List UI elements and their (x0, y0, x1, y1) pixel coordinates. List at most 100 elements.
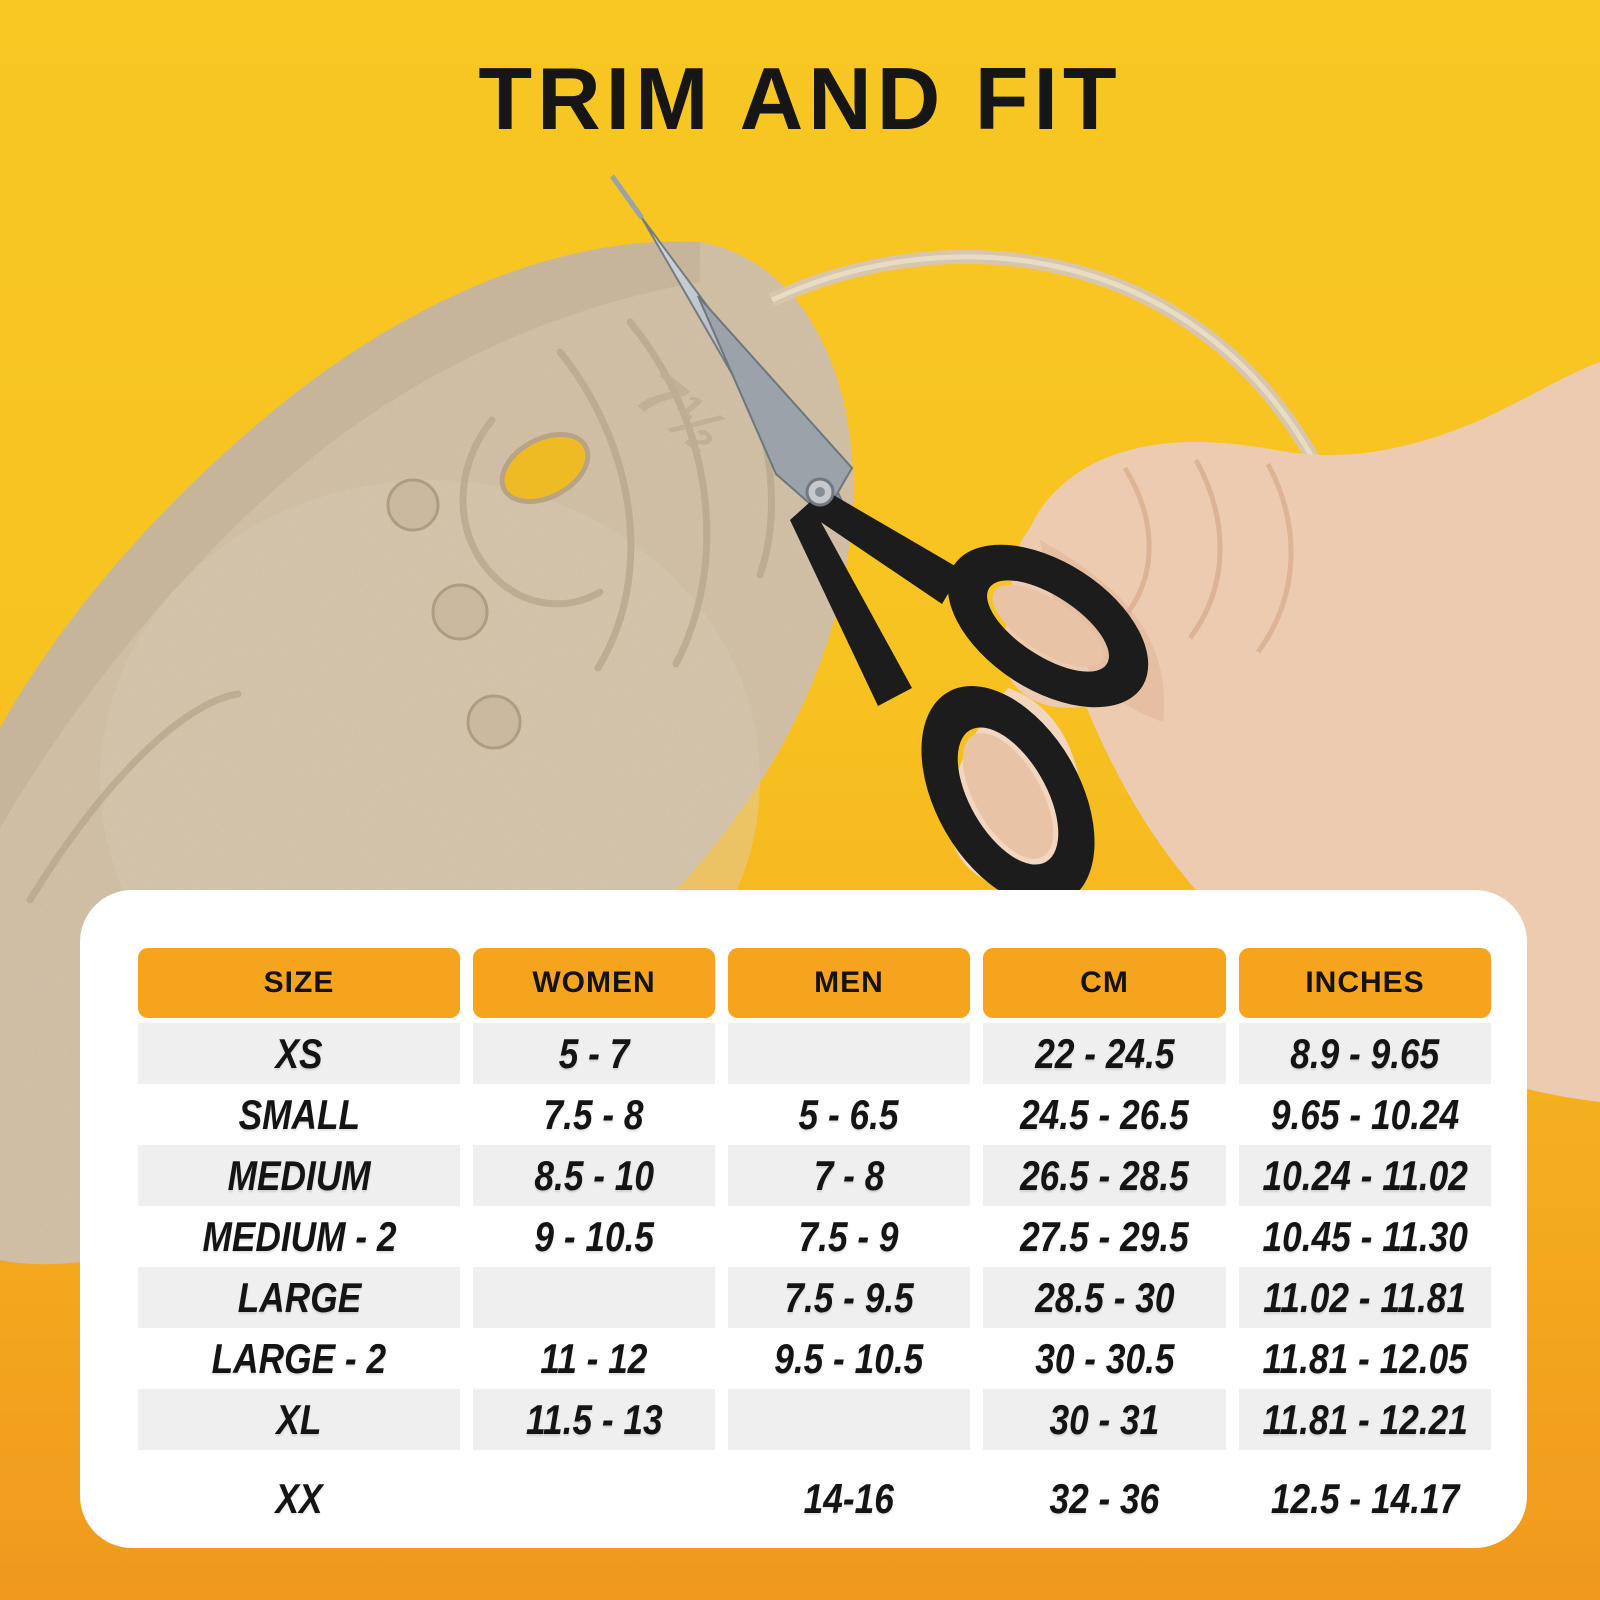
cell-value: 11.5 - 13 (525, 1395, 663, 1443)
cell-value: 9.65 - 10.24 (1270, 1090, 1460, 1138)
cell-cm: 26.5 - 28.5 (983, 1145, 1226, 1206)
cell-cm: 30 - 30.5 (983, 1328, 1226, 1389)
cell-value: MEDIUM (227, 1151, 371, 1199)
size-chart-body: XS 5 - 7 22 - 24.5 8.9 - 9.65 SMALL 7.5 - 8 5 … (138, 1023, 1491, 1547)
page-title: TRIM AND FIT (478, 49, 1122, 148)
cell-value: 7.5 - 8 (543, 1090, 645, 1138)
cell-cm: 24.5 - 26.5 (983, 1084, 1226, 1145)
index-finger (992, 584, 1104, 668)
cell-inches: 9.65 - 10.24 (1239, 1084, 1491, 1145)
insole-hole (499, 432, 591, 504)
scissor-handles (790, 486, 1149, 906)
cell-inches: 10.24 - 11.02 (1239, 1145, 1491, 1206)
cell-cm: 22 - 24.5 (983, 1023, 1226, 1084)
cell-value: 9.5 - 10.5 (774, 1334, 924, 1382)
cell-value: 26.5 - 28.5 (1020, 1151, 1189, 1199)
cell-cm: 27.5 - 29.5 (983, 1206, 1226, 1267)
cell-men (728, 1389, 970, 1450)
cell-size: MEDIUM - 2 (138, 1206, 460, 1267)
cell-value: 11 - 12 (540, 1334, 648, 1382)
cell-inches: 11.02 - 11.81 (1239, 1267, 1491, 1328)
cell-value: 28.5 - 30 (1034, 1273, 1175, 1321)
scissors (609, 174, 1149, 906)
cell-value: 7.5 - 9.5 (784, 1273, 914, 1321)
cell-women: 8.5 - 10 (473, 1145, 715, 1206)
table-row: LARGE - 2 11 - 12 9.5 - 10.5 30 - 30.5 11.81… (138, 1328, 1491, 1389)
cell-women: 11.5 - 13 (473, 1389, 715, 1450)
table-row: XL 11.5 - 13 30 - 31 11.81 - 12.21 (138, 1389, 1491, 1450)
cell-value: 11.81 - 12.21 (1262, 1395, 1468, 1443)
cell-value: 30 - 31 (1049, 1395, 1160, 1443)
cell-value: 7.5 - 9 (798, 1212, 900, 1260)
cell-inches: 11.81 - 12.05 (1239, 1328, 1491, 1389)
size-chart-table: SIZE WOMEN MEN CM INCHES XS 5 - 7 22 - 24.… (138, 948, 1491, 1547)
cell-value: 5 - 7 (558, 1029, 630, 1077)
cell-size: SMALL (138, 1084, 460, 1145)
cell-cm: 32 - 36 (983, 1450, 1226, 1547)
cell-inches: 12.5 - 14.17 (1239, 1450, 1491, 1547)
column-header-men: MEN (728, 948, 970, 1018)
table-row: XS 5 - 7 22 - 24.5 8.9 - 9.65 (138, 1023, 1491, 1084)
cell-value: 11.02 - 11.81 (1263, 1273, 1467, 1321)
cell-men: 14-16 (728, 1450, 970, 1547)
cell-women: 7.5 - 8 (473, 1084, 715, 1145)
cell-value: 10.45 - 11.30 (1262, 1212, 1468, 1260)
cell-value: 14-16 (803, 1474, 895, 1522)
table-row: MEDIUM - 2 9 - 10.5 7.5 - 9 27.5 - 29.5 10.4… (138, 1206, 1491, 1267)
cell-cm: 28.5 - 30 (983, 1267, 1226, 1328)
column-header-women: WOMEN (473, 948, 715, 1018)
column-header-inches: INCHES (1239, 948, 1491, 1018)
cell-size: XS (138, 1023, 460, 1084)
cell-value: 12.5 - 14.17 (1270, 1474, 1460, 1522)
cell-inches: 8.9 - 9.65 (1239, 1023, 1491, 1084)
cell-value: 30 - 30.5 (1034, 1334, 1175, 1382)
cell-value: 11.81 - 12.05 (1262, 1334, 1468, 1382)
cell-men: 7.5 - 9 (728, 1206, 970, 1267)
cell-size: LARGE (138, 1267, 460, 1328)
cell-size: XX (138, 1450, 460, 1547)
cell-women (473, 1450, 715, 1547)
cell-value: 5 - 6.5 (798, 1090, 900, 1138)
column-header-size: SIZE (138, 948, 460, 1018)
cell-value: 8.9 - 9.65 (1290, 1029, 1440, 1077)
table-row: XX 14-16 32 - 36 12.5 - 14.17 (138, 1450, 1491, 1547)
cell-women: 5 - 7 (473, 1023, 715, 1084)
cell-value: XS (275, 1029, 323, 1077)
cell-men (728, 1023, 970, 1084)
cell-women (473, 1267, 715, 1328)
column-header-cm: CM (983, 948, 1226, 1018)
cell-value: 22 - 24.5 (1034, 1029, 1175, 1077)
cell-inches: 11.81 - 12.21 (1239, 1389, 1491, 1450)
cell-men: 7.5 - 9.5 (728, 1267, 970, 1328)
cell-value: 32 - 36 (1049, 1474, 1160, 1522)
cell-value: MEDIUM - 2 (201, 1212, 397, 1260)
cell-size: XL (138, 1389, 460, 1450)
cell-value: 10.24 - 11.02 (1262, 1151, 1468, 1199)
cell-men: 9.5 - 10.5 (728, 1328, 970, 1389)
cell-value: 27.5 - 29.5 (1020, 1212, 1189, 1260)
cell-value: XL (276, 1395, 322, 1443)
cell-women: 11 - 12 (473, 1328, 715, 1389)
cell-value: XX (275, 1474, 323, 1522)
cell-women: 9 - 10.5 (473, 1206, 715, 1267)
cell-size: LARGE - 2 (138, 1328, 460, 1389)
cell-value: 9 - 10.5 (534, 1212, 654, 1260)
size-chart-card: SIZE WOMEN MEN CM INCHES XS 5 - 7 22 - 24.… (80, 890, 1527, 1548)
table-row: SMALL 7.5 - 8 5 - 6.5 24.5 - 26.5 9.65 - 10.… (138, 1084, 1491, 1145)
table-row: LARGE 7.5 - 9.5 28.5 - 30 11.02 - 11.81 (138, 1267, 1491, 1328)
size-chart-header: SIZE WOMEN MEN CM INCHES (138, 948, 1491, 1018)
cell-cm: 30 - 31 (983, 1389, 1226, 1450)
cell-value: 8.5 - 10 (534, 1151, 654, 1199)
cell-size: MEDIUM (138, 1145, 460, 1206)
cell-inches: 10.45 - 11.30 (1239, 1206, 1491, 1267)
table-row: MEDIUM 8.5 - 10 7 - 8 26.5 - 28.5 10.24 - 11… (138, 1145, 1491, 1206)
cell-value: LARGE (237, 1273, 361, 1321)
cell-value: LARGE - 2 (211, 1334, 387, 1382)
cell-value: 24.5 - 26.5 (1020, 1090, 1189, 1138)
cell-men: 5 - 6.5 (728, 1084, 970, 1145)
thumb-in-handle (962, 733, 1054, 859)
cell-men: 7 - 8 (728, 1145, 970, 1206)
cell-value: SMALL (238, 1090, 360, 1138)
cell-value: 7 - 8 (813, 1151, 885, 1199)
